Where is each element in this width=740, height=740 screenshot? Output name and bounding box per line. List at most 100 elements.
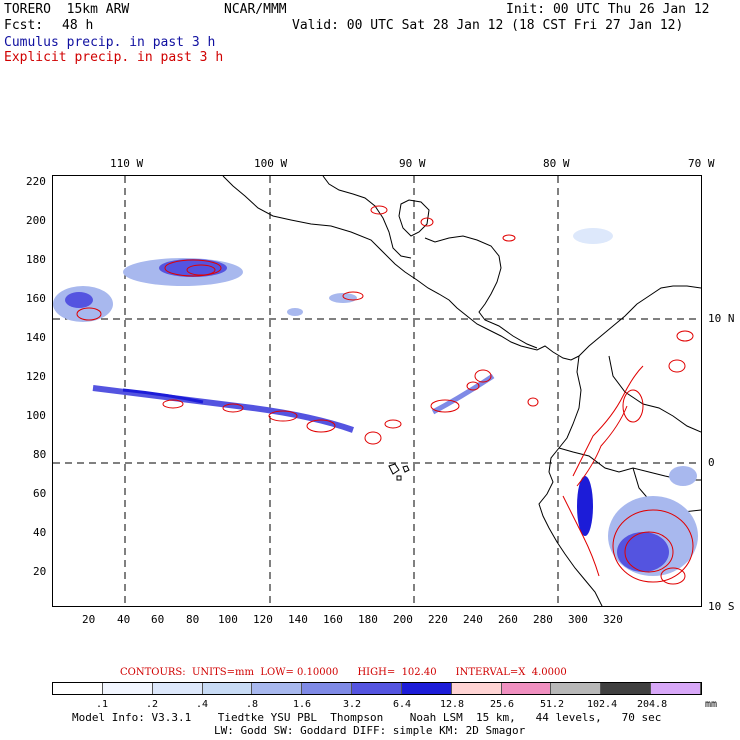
y-tick-220: 220 [26,175,46,188]
x-tick-280: 280 [533,613,553,626]
colorbar-label: .2 [146,699,159,710]
colorbar-label: 51.2 [540,699,565,710]
lat-lon-grid [53,176,701,606]
lon-label-90w: 90 W [399,157,426,170]
precip-band-east [431,373,495,415]
border-colombia-venezuela [608,355,701,433]
coastline-caribbean-central-america [424,235,538,349]
lon-label-80w: 80 W [543,157,570,170]
contour-13 [466,381,480,391]
precip-map [52,175,702,607]
contour-15 [370,205,388,215]
colorbar-swatch [53,683,103,694]
contour-14 [527,397,539,407]
contour-guiana-2 [676,330,694,342]
x-tick-300: 300 [568,613,588,626]
init-time: Init: 00 UTC Thu 26 Jan 12 [506,2,710,17]
colorbar-swatch [401,683,452,694]
contour-guiana [668,359,686,373]
y-tick-20: 20 [33,565,47,578]
colorbar-swatch [451,683,502,694]
colorbar-swatch [501,683,552,694]
y-tick-140: 140 [26,331,46,344]
x-tick-100: 100 [218,613,238,626]
x-tick-320: 320 [603,613,623,626]
colorbar-label: 1.6 [293,699,312,710]
contour-6 [222,403,244,413]
lon-label-110w: 110 W [110,157,144,170]
colorbar-label: 204.8 [637,699,668,710]
x-tick-80: 80 [186,613,200,626]
colorbar-label: 6.4 [393,699,412,710]
model-info-line1: Model Info: V3.3.1 Tiedtke YSU PBL Thomp… [72,711,662,724]
y-tick-160: 160 [26,292,46,305]
island-galapagos-2 [402,465,410,473]
explicit-precip-contours [76,205,694,585]
contour-17 [502,234,516,242]
coastline-pacific-central-america [222,176,580,361]
precip-area-8 [669,466,697,486]
island-galapagos-3 [396,475,402,481]
colorbar-label: .4 [196,699,209,710]
colorbar-units: mm [705,699,718,710]
contour-16 [420,217,434,227]
x-tick-120: 120 [253,613,273,626]
colorbar-swatch [102,683,153,694]
contour-amazon-3 [660,567,686,585]
contour-11 [430,399,460,413]
contour-venezuela [622,389,644,423]
model-info-line2: LW: Godd SW: Goddard DIFF: simple KM: 2D… [214,724,526,737]
y-tick-180: 180 [26,253,46,266]
contour-amazon-2 [624,531,674,573]
coastline-yucatan [398,199,430,237]
colorbar-swatch [601,683,652,694]
y-tick-60: 60 [33,487,47,500]
island-galapagos-1 [388,463,400,475]
x-tick-260: 260 [498,613,518,626]
precip-area-4 [65,292,93,308]
contour-andes-3 [562,495,600,577]
organization: NCAR/MMM [224,2,287,17]
coastline-caribbean-south-america [578,285,701,357]
colorbar-label: 25.6 [490,699,515,710]
colorbar [52,682,702,695]
colorbar-swatch [651,683,701,694]
cumulus-precip [53,228,698,576]
colorbar-swatch [152,683,203,694]
lon-label-100w: 100 W [254,157,288,170]
colorbar-label: 3.2 [343,699,362,710]
valid-time: Valid: 00 UTC Sat 28 Jan 12 (18 CST Fri … [292,18,684,33]
contour-3 [76,307,102,321]
y-tick-100: 100 [26,409,46,422]
contour-9 [364,431,382,445]
x-tick-60: 60 [151,613,165,626]
colorbar-swatch [202,683,253,694]
precip-map-svg [53,176,701,606]
y-tick-120: 120 [26,370,46,383]
contour-12 [474,369,492,383]
contour-5 [162,399,184,409]
contour-amazon-1 [612,509,694,583]
colorbar-swatch [302,683,353,694]
y-tick-40: 40 [33,526,47,539]
contour-7 [268,410,298,422]
x-tick-140: 140 [288,613,308,626]
coastline-pacific-south-america [538,355,603,606]
x-tick-20: 20 [82,613,96,626]
x-tick-180: 180 [358,613,378,626]
forecast-hours: 48 h [62,18,94,33]
y-tick-80: 80 [33,448,47,461]
lat-label-10n: 10 N [708,312,735,325]
lat-label-0: 0 [708,456,715,469]
y-tick-200: 200 [26,214,46,227]
colorbar-swatch [252,683,303,694]
precip-area-2 [159,259,227,277]
colorbar-label: 12.8 [440,699,465,710]
lon-label-70w: 70 W [688,157,715,170]
model-title: TORERO 15km ARW [4,2,130,17]
contour-4 [342,291,364,301]
colorbar-swatch [352,683,402,694]
contour-8 [306,419,336,433]
precip-band-itcz-west [92,385,354,433]
colorbar-label: .8 [246,699,259,710]
